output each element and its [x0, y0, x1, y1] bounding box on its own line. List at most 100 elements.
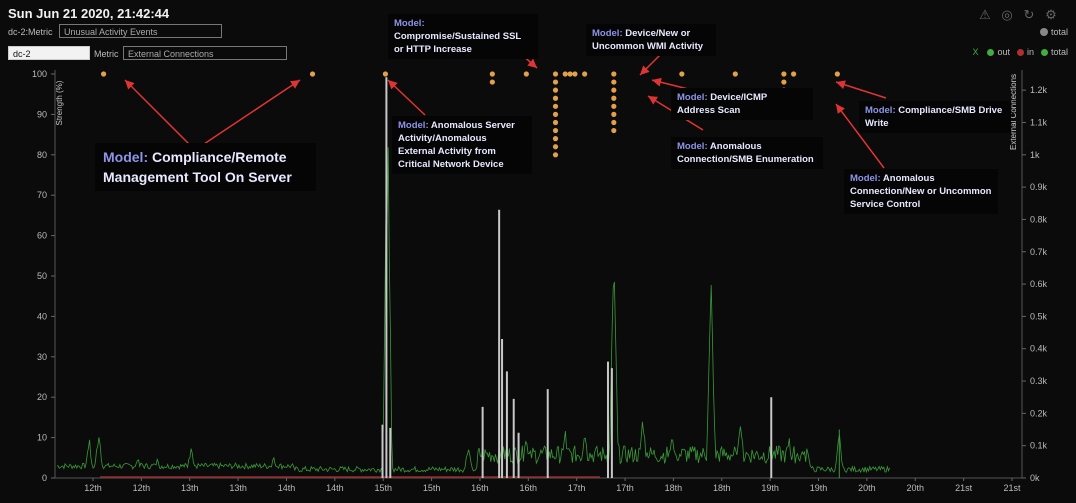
metric-field[interactable]: External Connections — [123, 46, 287, 60]
x-tick-label: 18th — [713, 483, 731, 493]
breach-dot — [562, 71, 568, 77]
toggle-dot — [1039, 28, 1048, 36]
breach-dot — [611, 79, 617, 85]
x-tick-label: 14th — [278, 483, 296, 493]
device-input[interactable]: dc-2 — [8, 46, 90, 60]
breach-dot — [611, 71, 617, 77]
annotation-arrow — [835, 103, 885, 169]
x-tick-label: 17th — [616, 483, 634, 493]
x-tick-label: 13th — [229, 483, 247, 493]
total-toggle[interactable]: total — [1039, 27, 1068, 37]
annotation-arrow — [194, 79, 301, 151]
left-tick-label: 40 — [37, 311, 47, 321]
x-tick-label: 12th — [84, 483, 102, 493]
x-tick-label: 16th — [520, 483, 538, 493]
breach-dot — [611, 127, 617, 134]
breach-dot — [679, 71, 685, 77]
breach-dot — [611, 103, 617, 109]
breach-dot — [611, 119, 617, 126]
breach-dot — [309, 71, 316, 77]
left-tick-label: 20 — [37, 392, 47, 402]
left-tick-label: 70 — [37, 190, 47, 200]
right-axis-title: External Connections — [1009, 74, 1018, 150]
x-tick-label: 18th — [665, 483, 683, 493]
left-tick-label: 90 — [37, 109, 47, 119]
x-tick-label: 17th — [568, 483, 586, 493]
right-tick-label: 0.9k — [1030, 182, 1048, 192]
left-tick-label: 60 — [37, 231, 47, 241]
breach-dot — [382, 71, 389, 77]
breach-dot — [834, 71, 840, 77]
x-tick-label: 20th — [858, 483, 876, 493]
annotation-smb-enum: Model: Anomalous Connection/SMB Enumerat… — [671, 137, 823, 169]
annotation-arrow — [387, 79, 426, 116]
left-tick-label: 30 — [37, 352, 47, 362]
breach-dot — [582, 71, 588, 77]
breach-dot — [552, 119, 559, 126]
legend-out-label[interactable]: out — [997, 47, 1010, 57]
warning-icon[interactable]: ⚠ — [979, 7, 991, 22]
annotation-anomalous-server: Model: Anomalous Server Activity/Anomalo… — [392, 116, 532, 174]
annotation-service-control: Model: Anomalous Connection/New or Uncom… — [844, 169, 998, 214]
total-toggle-label: total — [1050, 27, 1068, 37]
x-tick-label: 21st — [955, 483, 973, 493]
right-tick-label: 0k — [1030, 473, 1040, 483]
right-tick-label: 1.2k — [1030, 85, 1048, 95]
x-tick-label: 21st — [1003, 483, 1021, 493]
left-tick-label: 50 — [37, 271, 47, 281]
annotation-ssl-http: Model: Compromise/Sustained SSL or HTTP … — [388, 14, 538, 59]
breach-dot — [567, 71, 573, 77]
right-tick-label: 0.4k — [1030, 344, 1048, 354]
row1-label: dc-2:Metric — [8, 27, 53, 37]
chart-legend: X out in total — [972, 47, 1068, 57]
settings-icon[interactable]: ⚙ — [1045, 7, 1057, 22]
annotation-wmi: Model: Device/New or Uncommon WMI Activi… — [586, 24, 716, 56]
breach-dot — [489, 71, 495, 77]
left-axis-title: Strength (%) — [55, 80, 64, 125]
right-tick-label: 0.2k — [1030, 408, 1048, 418]
compass-icon[interactable]: ◎ — [1001, 7, 1013, 22]
legend-in-label[interactable]: in — [1026, 47, 1034, 57]
breach-dot — [611, 111, 617, 117]
breach-dot — [552, 144, 559, 150]
row1-metric-field[interactable]: Unusual Activity Events — [59, 24, 222, 38]
breach-dot — [552, 87, 559, 93]
series-out-line — [56, 147, 890, 474]
refresh-icon[interactable]: ↻ — [1023, 7, 1035, 22]
legend-total-dot — [1040, 48, 1048, 56]
x-tick-label: 12th — [133, 483, 151, 493]
annotation-remote-mgmt: Model: Compliance/Remote Management Tool… — [95, 143, 316, 191]
breach-dot — [489, 79, 495, 85]
left-tick-label: 100 — [32, 69, 47, 79]
x-tick-label: 20th — [906, 483, 924, 493]
x-tick-label: 15th — [374, 483, 392, 493]
page-datetime: Sun Jun 21 2020, 21:42:44 — [8, 6, 170, 21]
breach-dot — [732, 71, 738, 77]
x-tick-label: 15th — [423, 483, 441, 493]
right-tick-label: 1k — [1030, 150, 1040, 160]
legend-out-dot — [987, 48, 995, 56]
right-tick-label: 0.6k — [1030, 279, 1048, 289]
breach-dot — [552, 152, 559, 158]
toolbar-icons: ⚠ ◎ ↻ ⚙ — [978, 8, 1058, 22]
legend-close[interactable]: X — [972, 47, 979, 57]
breach-dot — [552, 127, 559, 134]
breach-dot — [552, 103, 559, 109]
left-tick-label: 0 — [42, 473, 47, 483]
breach-dot — [781, 71, 787, 77]
breach-dot — [552, 111, 559, 117]
breach-dot — [572, 71, 578, 77]
metric-label: Metric — [94, 49, 119, 59]
annotation-arrow — [639, 54, 661, 76]
annotation-smb-drive: Model: Compliance/SMB Drive Write — [859, 101, 1011, 133]
annotation-arrow — [835, 80, 887, 99]
legend-total-label[interactable]: total — [1050, 47, 1068, 57]
right-tick-label: 0.7k — [1030, 247, 1048, 257]
breach-dot — [611, 95, 617, 101]
right-tick-label: 0.5k — [1030, 311, 1048, 321]
x-tick-label: 16th — [471, 483, 489, 493]
right-tick-label: 0.3k — [1030, 376, 1048, 386]
right-tick-label: 1.1k — [1030, 117, 1048, 127]
breach-dot — [781, 79, 787, 85]
